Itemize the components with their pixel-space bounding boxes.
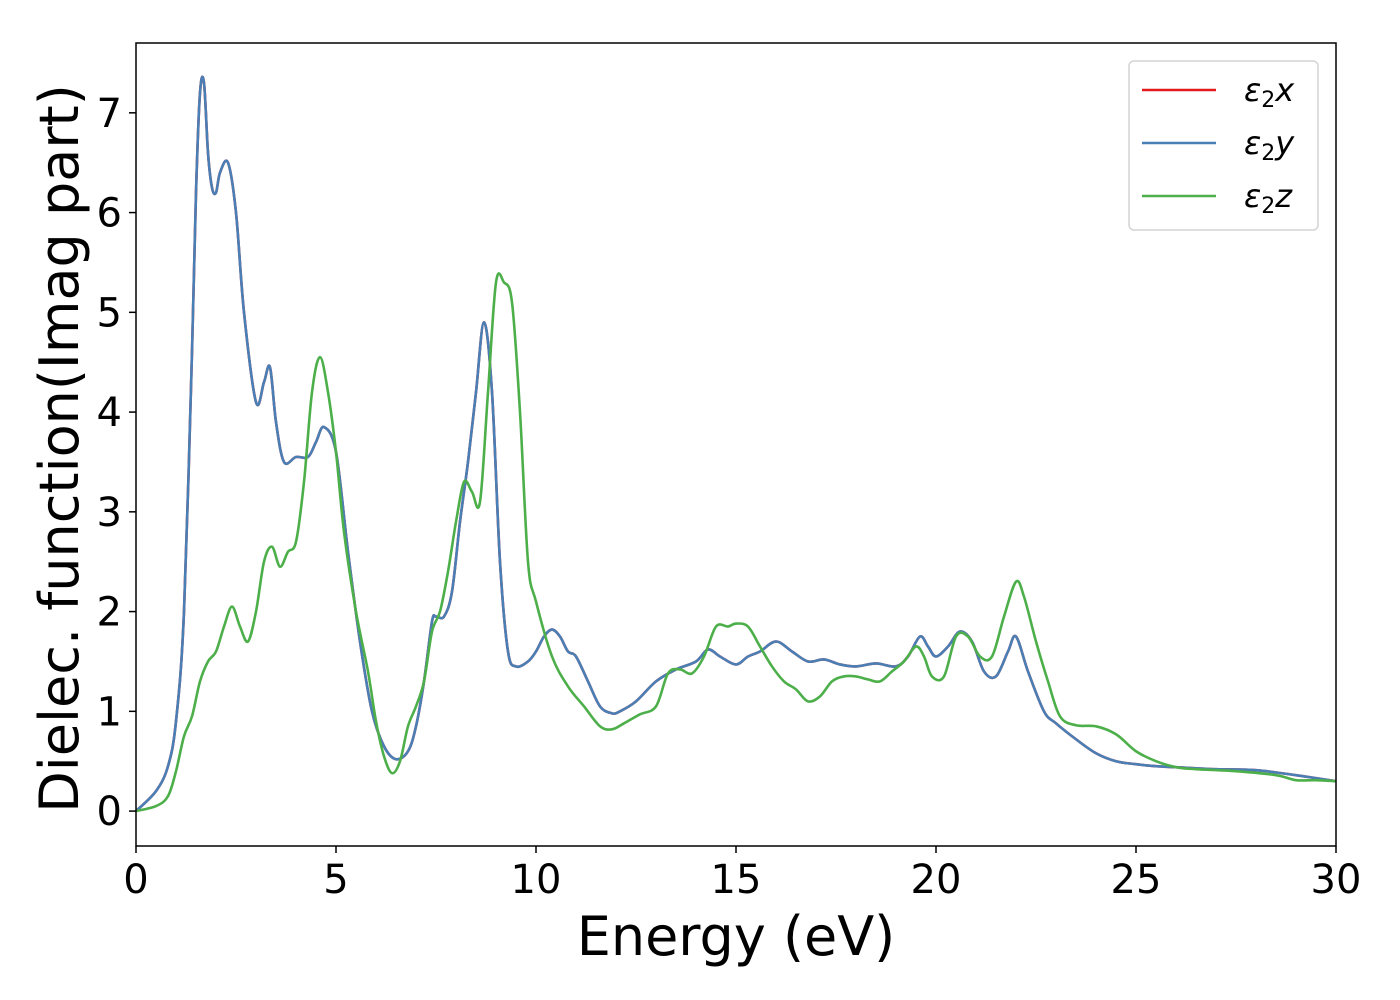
x-tick-label: 20 — [911, 857, 962, 903]
y-tick-label: 2 — [97, 590, 122, 636]
series-line-y — [136, 75, 1336, 813]
y-tick-label: 0 — [97, 789, 122, 835]
legend-label: ε2z — [1244, 177, 1293, 219]
x-tick-label: 0 — [123, 857, 148, 903]
legend-item-x: ε2x — [1142, 71, 1295, 113]
x-axis-label: Energy (eV) — [577, 905, 896, 968]
series-layer — [136, 75, 1336, 813]
y-tick-label: 4 — [97, 390, 122, 436]
legend-label: ε2x — [1244, 71, 1295, 113]
legend-box — [1128, 60, 1319, 231]
series-line-z — [136, 272, 1336, 813]
legend: ε2x ε2y ε2z — [1128, 60, 1319, 231]
y-axis-label: Dielec. function(Imag part) — [28, 84, 91, 813]
y-tick-label: 7 — [97, 91, 122, 137]
legend-item-y: ε2y — [1142, 124, 1295, 166]
x-tick-label: 10 — [511, 857, 562, 903]
legend-label: ε2y — [1244, 124, 1295, 166]
legend-item-z: ε2z — [1142, 177, 1293, 219]
y-tick-label: 1 — [97, 689, 122, 735]
x-tick-label: 15 — [711, 857, 762, 903]
y-tick-label: 3 — [97, 490, 122, 536]
y-tick-label: 5 — [97, 290, 122, 336]
x-axis: 0 5 10 15 20 25 30 — [123, 846, 1361, 903]
y-axis: 0 1 2 3 4 5 6 7 — [97, 91, 136, 835]
x-tick-label: 5 — [323, 857, 348, 903]
x-tick-label: 25 — [1111, 857, 1162, 903]
y-tick-label: 6 — [97, 191, 122, 237]
x-tick-label: 30 — [1311, 857, 1362, 903]
